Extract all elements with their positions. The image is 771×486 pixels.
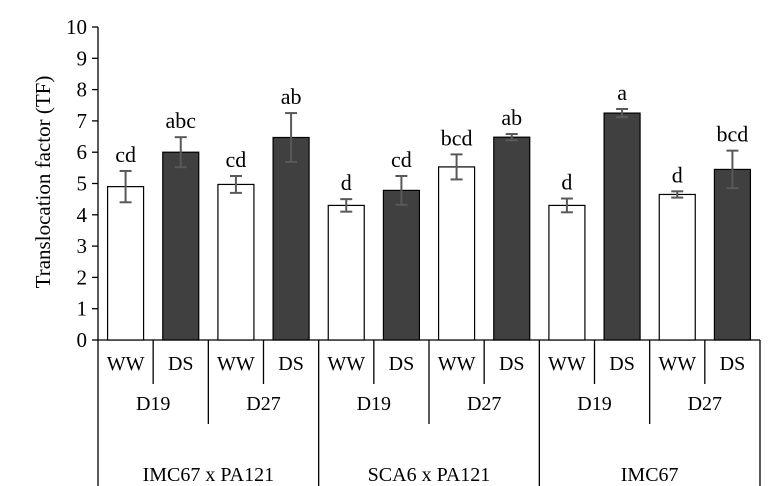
treatment-label: DS [609,353,635,375]
treatment-label: DS [720,353,746,375]
harvest-label: D27 [688,393,722,415]
significance-letter: d [341,170,352,195]
significance-letter: a [617,80,627,105]
axes [97,27,761,486]
bar-ww [327,204,365,341]
bar-ds [493,136,531,341]
bar-ds [382,189,421,341]
bar-ds [162,151,200,341]
treatment-label: DS [389,353,415,375]
bar-ds [713,168,752,341]
treatment-label: DS [499,353,525,375]
significance-letter: bcd [441,125,473,150]
bars [106,112,752,341]
y-tick-label: 1 [77,297,88,321]
harvest-label: D27 [246,393,280,415]
genotype-label: IMC67 x PA121 [143,464,275,486]
y-tick-label: 4 [77,203,88,227]
bar-ww [437,166,476,341]
treatment-label: WW [658,353,696,375]
y-tick-label: 3 [77,234,88,258]
significance-labels: cd abc cd ab d cd bcd ab d a d bcd [115,80,748,195]
treatment-label: DS [168,353,194,375]
y-axis-title: Translocation factor (TF) [31,76,55,289]
treatment-label: WW [327,353,365,375]
bar-ds [272,136,310,341]
significance-letter: ab [501,105,522,130]
significance-letter: d [672,162,683,187]
harvest-label: D27 [467,393,501,415]
bar-ww [106,186,145,341]
harvest-label: D19 [357,393,391,415]
significance-letter: abc [165,108,196,133]
y-tick-label: 8 [77,78,88,102]
y-axis-ticks: 0 1 2 3 4 5 6 7 8 9 10 [66,15,98,352]
significance-letter: cd [115,142,136,167]
y-tick-label: 2 [77,265,88,289]
bar-ww [217,183,255,341]
bar-ww [548,204,586,341]
y-tick-label: 10 [66,15,87,39]
treatment-label: DS [278,353,304,375]
harvest-label: D19 [136,393,170,415]
significance-letter: ab [281,84,302,109]
bar-ww [658,193,696,341]
treatment-label: WW [217,353,255,375]
significance-letter: cd [391,147,412,172]
significance-letter: bcd [717,122,749,147]
y-tick-label: 5 [77,172,88,196]
y-tick-label: 7 [77,109,88,133]
harvest-label: D19 [577,393,611,415]
error-bars [119,108,739,214]
treatment-label: WW [548,353,586,375]
y-tick-label: 6 [77,140,88,164]
genotype-label: IMC67 [621,464,679,486]
significance-letter: d [561,170,572,195]
bar-ds [603,112,641,341]
genotype-label: SCA6 x PA121 [368,464,491,486]
category-axis-labels: WW DS WW DS WW DS WW DS WW DS WW DS D19 D27 D19 D27 D19 D… [107,353,746,486]
y-tick-label: 9 [77,46,88,70]
y-tick-label: 0 [77,328,88,352]
treatment-label: WW [107,353,145,375]
significance-letter: cd [226,147,247,172]
treatment-label: WW [438,353,476,375]
